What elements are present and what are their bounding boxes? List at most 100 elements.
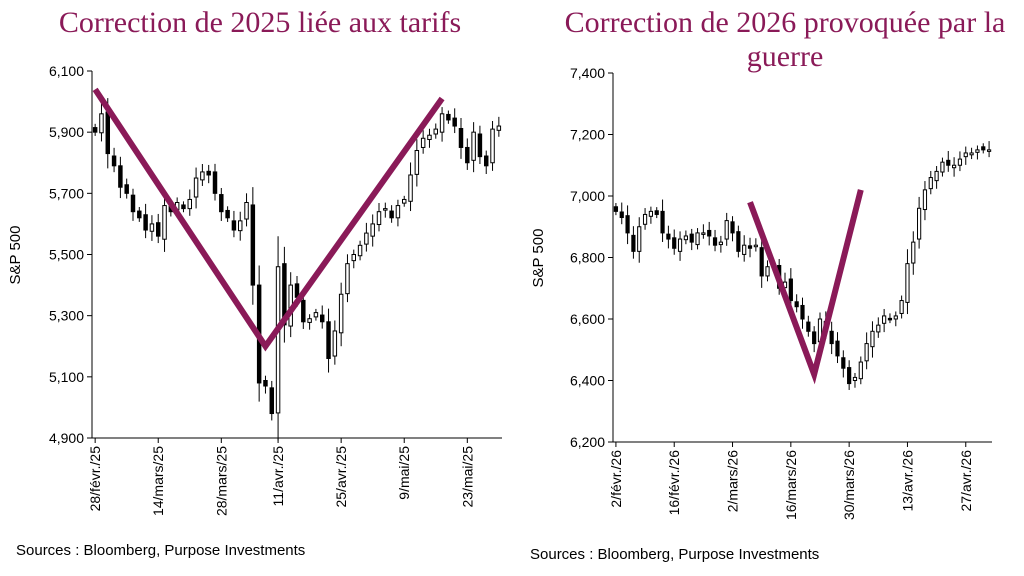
- candle-body: [427, 134, 432, 141]
- y-tick-label: 5,500: [49, 247, 84, 263]
- candle-body: [806, 321, 811, 332]
- x-tick-label: 2/févr./26: [608, 450, 624, 508]
- candle-body: [338, 293, 344, 334]
- y-tick-label: 7,400: [570, 65, 605, 81]
- candle-body: [841, 357, 846, 369]
- candle-body: [666, 233, 671, 240]
- candle-body: [231, 220, 237, 231]
- candle-body: [660, 210, 665, 234]
- candle-body: [882, 315, 887, 324]
- x-tick-label: 25/avr./25: [333, 446, 349, 508]
- candle-body: [864, 343, 869, 362]
- candle-body: [981, 146, 986, 151]
- y-tick-label: 5,900: [49, 124, 84, 140]
- candle-body: [718, 241, 723, 246]
- candle-body: [446, 113, 451, 121]
- candle-body: [794, 301, 799, 308]
- candle-body: [490, 128, 495, 164]
- candle-body: [946, 159, 951, 166]
- candle-body: [753, 244, 758, 248]
- candle-body: [433, 128, 439, 135]
- candle-body: [812, 331, 817, 345]
- x-tick-label: 28/févr./25: [87, 446, 103, 512]
- candle-body: [922, 189, 928, 211]
- v-shape-annotation: [92, 87, 445, 352]
- y-tick-label: 5,700: [49, 185, 84, 201]
- candle-body: [986, 149, 992, 152]
- candle-body: [92, 127, 98, 133]
- candle-body: [471, 131, 476, 161]
- candle-body: [712, 237, 718, 246]
- candle-body: [736, 231, 741, 252]
- candle-body: [917, 207, 922, 240]
- x-tick-label: 11/avr./25: [270, 446, 286, 507]
- candle-body: [383, 208, 388, 211]
- candle-body: [332, 330, 338, 357]
- candle-body: [105, 111, 111, 155]
- candle-body: [143, 214, 148, 231]
- candle-body: [162, 205, 167, 240]
- y-tick-label: 7,200: [570, 127, 605, 143]
- source-note-2025: Sources : Bloomberg, Purpose Investments: [16, 542, 306, 559]
- y-axis-title: S&P 500: [7, 226, 24, 285]
- x-tick-label: 16/mars/26: [783, 450, 799, 520]
- x-tick-label: 28/mars/25: [213, 446, 229, 516]
- candle-body: [934, 170, 939, 182]
- candle-body: [181, 204, 186, 210]
- candle-body: [389, 210, 394, 219]
- chart-0: 6,100 5,900 5,700 5,500 5,300 5,100 4,900 S&P 5…: [7, 63, 502, 516]
- candle-body: [677, 238, 683, 252]
- candle-body: [219, 194, 224, 213]
- candle-body: [118, 165, 123, 188]
- candle-body: [695, 232, 700, 246]
- candle-body: [452, 117, 457, 127]
- candle-body: [899, 300, 904, 314]
- x-tick-label: 13/avr./26: [899, 450, 915, 512]
- chart-title-2025: Correction de 2025 liée aux tarifs: [58, 6, 462, 39]
- candle-body: [911, 241, 916, 264]
- candle-body: [887, 317, 893, 321]
- candle-body: [237, 220, 243, 232]
- candle-body: [351, 254, 357, 262]
- candle-body: [99, 113, 104, 134]
- candle-body: [893, 315, 898, 320]
- candle-body: [408, 174, 413, 202]
- candle-body: [307, 318, 312, 323]
- candle-body: [858, 361, 863, 380]
- candle-body: [672, 237, 677, 249]
- candle-body: [263, 380, 268, 387]
- candle-body: [244, 202, 249, 220]
- candle-body: [642, 213, 648, 225]
- candle-body: [928, 177, 933, 190]
- candle-body: [724, 220, 729, 240]
- x-tick-label: 27/avr./26: [958, 450, 974, 512]
- y-tick-label: 6,800: [570, 250, 605, 266]
- candle-body: [496, 125, 502, 131]
- candle-body: [319, 314, 325, 323]
- candle-body: [613, 206, 619, 212]
- candle-body: [155, 222, 161, 237]
- y-tick-label: 6,100: [49, 63, 84, 79]
- candle-body: [707, 229, 712, 237]
- candle-body: [364, 232, 369, 245]
- candle-body: [376, 211, 382, 226]
- x-tick-label: 2/mars/26: [725, 450, 741, 512]
- candle-body: [326, 321, 331, 359]
- candle-body: [969, 152, 974, 156]
- candle-body: [689, 233, 694, 243]
- candle-body: [225, 209, 230, 219]
- x-tick-label: 14/mars/25: [150, 446, 166, 516]
- candle-body: [187, 198, 193, 210]
- candle-body: [683, 235, 688, 241]
- candle-body: [847, 367, 852, 385]
- candle-body: [701, 232, 706, 235]
- x-tick-label: 23/mai/25: [459, 446, 475, 508]
- y-tick-label: 5,100: [49, 369, 84, 385]
- candle-body: [759, 247, 764, 277]
- candle-body: [788, 278, 793, 302]
- candle-body: [637, 226, 642, 252]
- candle-body: [730, 221, 735, 234]
- candle-body: [301, 299, 306, 323]
- candle-body: [631, 234, 636, 252]
